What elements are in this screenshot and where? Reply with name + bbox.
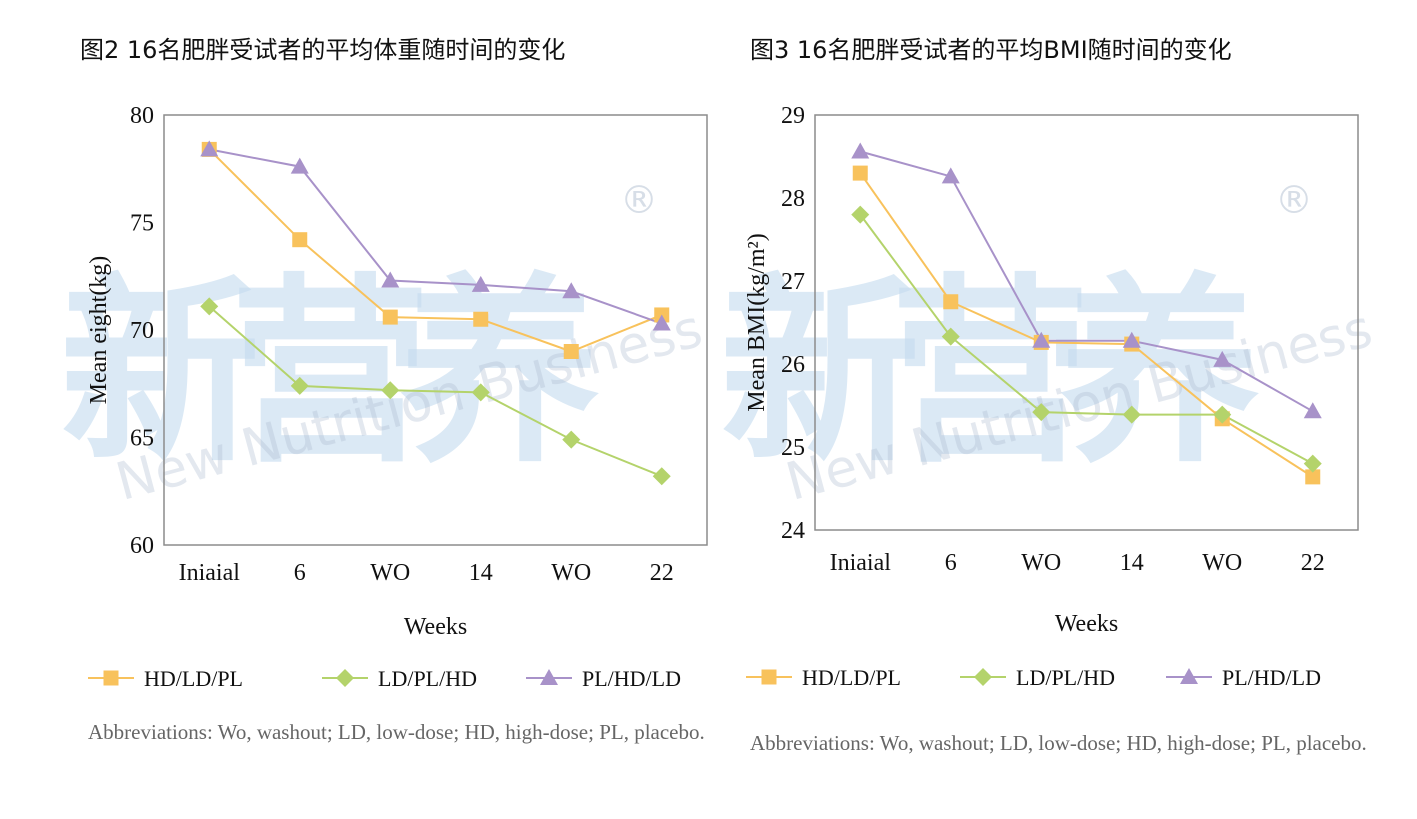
x-tick-label: 6 — [294, 560, 306, 586]
x-tick-label: WO — [1202, 550, 1242, 576]
figure-2-abbreviations: Abbreviations: Wo, washout; LD, low-dose… — [88, 720, 705, 744]
data-point — [1305, 469, 1321, 485]
data-point — [292, 232, 308, 248]
y-tick-label: 70 — [130, 318, 154, 344]
plot-area-frame — [814, 114, 1359, 531]
plot-area-frame — [163, 114, 708, 546]
series-line — [209, 148, 663, 325]
legend-marker — [761, 669, 777, 685]
data-point — [290, 376, 309, 395]
legend-label: PL/HD/LD — [1222, 665, 1321, 690]
data-point — [200, 297, 219, 316]
legend-marker — [540, 669, 558, 685]
y-axis-title: Mean eight(kg) — [86, 256, 112, 405]
data-point — [562, 282, 581, 299]
data-point — [1213, 350, 1232, 367]
data-point — [1303, 454, 1322, 473]
y-tick-label: 26 — [781, 352, 805, 378]
data-point — [562, 430, 581, 449]
legend-marker — [336, 669, 354, 687]
data-point — [381, 381, 400, 400]
data-point — [1122, 405, 1141, 424]
data-point — [652, 314, 671, 331]
data-point — [941, 167, 960, 184]
data-point — [1032, 403, 1051, 422]
legend-marker — [103, 670, 119, 686]
y-tick-label: 75 — [130, 211, 154, 237]
y-tick-label: 60 — [130, 533, 154, 559]
x-axis-title: Weeks — [1055, 611, 1118, 637]
x-tick-label: 14 — [1120, 550, 1144, 576]
x-tick-label: Iniaial — [830, 550, 892, 576]
data-point — [471, 275, 490, 292]
y-axis-title: Mean BMI(kg/m²) — [744, 233, 770, 412]
y-tick-label: 28 — [781, 186, 805, 212]
data-point — [941, 327, 960, 346]
data-point — [851, 205, 870, 224]
y-tick-label: 27 — [781, 269, 805, 295]
series-line — [859, 150, 1314, 413]
x-tick-label: 22 — [650, 560, 674, 586]
figure-2-title: 图2 16名肥胖受试者的平均体重随时间的变化 — [80, 36, 566, 64]
data-point — [382, 309, 398, 325]
data-point — [473, 311, 489, 327]
data-point — [471, 383, 490, 402]
figure-3-abbreviations: Abbreviations: Wo, washout; LD, low-dose… — [750, 731, 1367, 755]
legend-label: HD/LD/PL — [802, 665, 901, 690]
data-point — [852, 165, 868, 181]
x-axis-title: Weeks — [404, 614, 467, 640]
y-tick-label: 29 — [781, 103, 805, 129]
series-line — [208, 305, 663, 478]
y-tick-label: 25 — [781, 435, 805, 461]
data-point — [563, 344, 579, 359]
data-point — [200, 140, 219, 157]
x-tick-label: 22 — [1301, 550, 1325, 576]
legend-label: LD/PL/HD — [378, 666, 477, 691]
series-line — [208, 148, 663, 353]
data-point — [381, 271, 400, 288]
figure-3-title: 图3 16名肥胖受试者的平均BMI随时间的变化 — [750, 36, 1232, 64]
legend-label: HD/LD/PL — [144, 666, 243, 691]
y-tick-label: 80 — [130, 103, 154, 129]
x-tick-label: 14 — [469, 560, 493, 586]
series-line — [859, 172, 1314, 478]
x-tick-label: WO — [370, 560, 410, 586]
data-point — [943, 294, 959, 310]
data-point — [1122, 331, 1141, 348]
legend-marker — [974, 668, 992, 686]
x-tick-label: 6 — [945, 550, 957, 576]
data-point — [1032, 331, 1051, 348]
y-tick-label: 24 — [781, 518, 805, 544]
legend-marker — [1180, 668, 1198, 684]
data-point — [851, 142, 870, 159]
data-point — [290, 157, 309, 174]
data-point — [1213, 405, 1232, 424]
data-point — [1303, 402, 1322, 419]
y-tick-label: 65 — [130, 426, 154, 452]
data-point — [652, 467, 671, 486]
x-tick-label: WO — [1021, 550, 1061, 576]
x-tick-label: Iniaial — [179, 560, 241, 586]
legend-label: PL/HD/LD — [582, 666, 681, 691]
x-tick-label: WO — [551, 560, 591, 586]
series-line — [859, 214, 1314, 465]
legend-label: LD/PL/HD — [1016, 665, 1115, 690]
